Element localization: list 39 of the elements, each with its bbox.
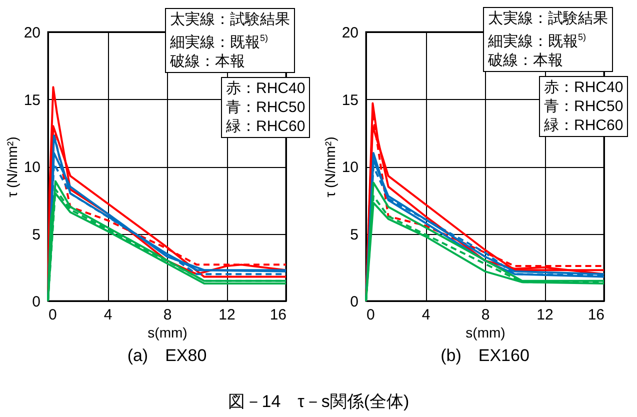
x-tick-label: 0 xyxy=(366,306,375,324)
y-tick-label: 20 xyxy=(342,24,358,42)
text: 太実線：試験結果 xyxy=(170,11,290,28)
x-tick-label: 0 xyxy=(48,306,57,324)
annotation: 青：RHC50 xyxy=(226,99,306,116)
annotation: 細実線：既報$^{5)}$ xyxy=(170,33,268,51)
text: (a) EX80 xyxy=(127,346,207,365)
x-tick-label: 12 xyxy=(536,306,554,324)
y-tick-label: 20 xyxy=(24,24,40,42)
x-axis-title: s(mm) xyxy=(148,324,188,340)
y-axis-title: τ (N/mm²) xyxy=(322,136,338,198)
x-tick-label: 4 xyxy=(104,306,112,324)
y-tick-label: 10 xyxy=(342,159,358,176)
x-tick-label: 8 xyxy=(163,306,172,324)
annotation: 緑：RHC60 xyxy=(544,117,624,134)
annotation: 破線：本報 xyxy=(170,53,245,70)
annotation: 赤：RHC40 xyxy=(226,80,306,97)
y-tick-label: 0 xyxy=(32,294,40,310)
annotation: 細実線：既報$^{5)}$ xyxy=(488,32,586,50)
x-tick-label: 16 xyxy=(270,306,286,324)
annotation: 緑：RHC60 xyxy=(226,118,306,135)
y-tick-label: 5 xyxy=(32,226,40,244)
x-tick-label: 12 xyxy=(218,306,236,324)
x-tick-label: 8 xyxy=(481,306,490,324)
y-tick-label: 10 xyxy=(24,159,40,176)
y-tick-label: 15 xyxy=(24,92,40,109)
text: (b) EX160 xyxy=(440,346,530,365)
text: 図－14 τ－s関係(全体) xyxy=(226,391,410,413)
annotation: 赤：RHC40 xyxy=(544,79,624,96)
y-tick-label: 15 xyxy=(342,92,358,109)
annotation: 破線：本報 xyxy=(488,52,563,69)
y-tick-label: 5 xyxy=(350,226,358,244)
x-axis-title: s(mm) xyxy=(466,324,506,340)
annotation: 青：RHC50 xyxy=(544,98,624,115)
text: 太実線：試験結果 xyxy=(488,10,608,27)
x-tick-label: 16 xyxy=(588,306,604,324)
y-tick-label: 0 xyxy=(350,294,358,310)
y-axis-title: τ (N/mm²) xyxy=(4,136,20,198)
x-tick-label: 4 xyxy=(422,306,430,324)
